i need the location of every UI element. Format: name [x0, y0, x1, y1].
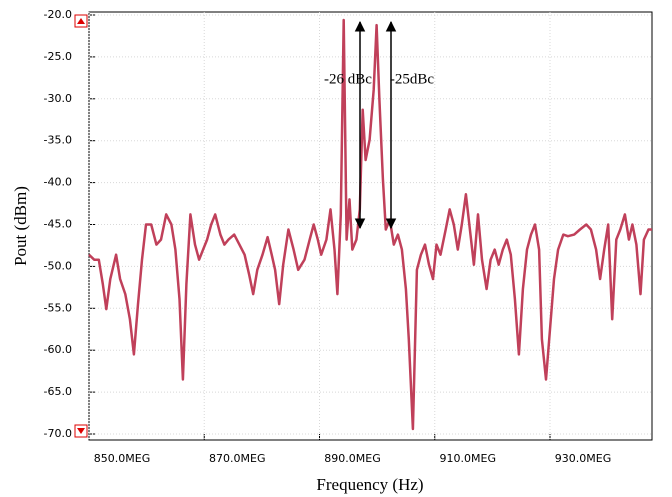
- y-tick-label: -70.0: [44, 427, 72, 440]
- trace: [88, 18, 652, 431]
- y-tick-label: -50.0: [44, 259, 72, 272]
- x-tick-label: 850.0MEG: [94, 452, 150, 465]
- x-tick-label: 910.0MEG: [440, 452, 496, 465]
- y-tick-label: -25.0: [44, 50, 72, 63]
- plot-frame: [88, 11, 653, 441]
- y-tick-label: -60.0: [44, 343, 72, 356]
- x-axis-label: Frequency (Hz): [316, 475, 423, 494]
- scroll-down-arrow: [77, 428, 85, 434]
- y-tick-label: -45.0: [44, 218, 72, 231]
- y-tick-label: -35.0: [44, 134, 72, 147]
- y-tick-label: -30.0: [44, 92, 72, 105]
- x-tick-label: 870.0MEG: [209, 452, 265, 465]
- y-tick-label: -55.0: [44, 301, 72, 314]
- annotation: -25dBc: [390, 71, 435, 87]
- x-tick-label: 930.0MEG: [555, 452, 611, 465]
- y-tick-label: -40.0: [44, 176, 72, 189]
- traces: [88, 18, 652, 431]
- y-axis-label: Pout (dBm): [11, 186, 30, 266]
- scroll-up-arrow: [77, 18, 85, 24]
- x-tick-label: 890.0MEG: [324, 452, 380, 465]
- y-tick-label: -20.0: [44, 8, 72, 21]
- annotation: -26 dBc: [324, 71, 372, 87]
- y-tick-label: -65.0: [44, 385, 72, 398]
